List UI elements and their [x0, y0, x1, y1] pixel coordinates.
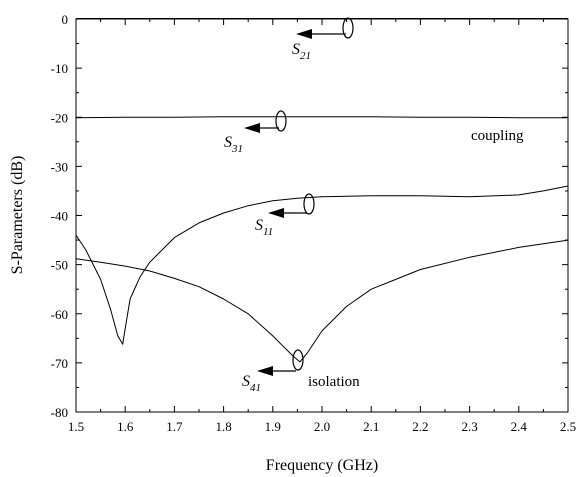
- x-tick-label: 2.5: [560, 419, 576, 434]
- s31-label: S31: [224, 134, 243, 155]
- y-tick-label: -80: [51, 405, 68, 420]
- s21-marker-ellipse: [342, 17, 354, 39]
- series-lines: [75, 18, 569, 363]
- x-tick-label: 1.7: [166, 419, 183, 434]
- s31-arrowhead: [244, 123, 260, 133]
- x-tick-label: 2.2: [412, 419, 428, 434]
- y-tick-label: -50: [51, 258, 68, 273]
- x-tick-label: 1.8: [215, 419, 231, 434]
- y-tick-label: 0: [62, 12, 69, 27]
- series-line-s11: [75, 185, 569, 345]
- plot-frame: [75, 18, 569, 413]
- y-tick-label: -40: [51, 209, 68, 224]
- s11-arrowhead: [268, 208, 284, 218]
- coupling-label: coupling: [471, 128, 524, 144]
- s41-label: S41: [242, 373, 261, 394]
- x-tick-label: 2.4: [511, 419, 528, 434]
- annotation-arrowheads: [244, 29, 312, 376]
- s41-marker-ellipse: [292, 349, 304, 371]
- y-axis-title: S-Parameters (dB): [9, 156, 26, 275]
- series-line-s31: [75, 116, 568, 119]
- axis-ticks: 1.5 1.6 1.7 1.8 1.9 2.0 2.1 2.2 2.3 2.4 2.5 0 -10 -20…: [51, 12, 576, 434]
- x-tick-label: 2.0: [314, 419, 330, 434]
- y-tick-label: -70: [51, 356, 68, 371]
- annotation-markers: [258, 17, 354, 372]
- s21-label: S21: [292, 41, 311, 62]
- series-line-s41: [75, 239, 569, 363]
- x-tick-label: 1.6: [117, 419, 134, 434]
- s31-marker-ellipse: [275, 110, 287, 132]
- y-tick-label: -30: [51, 159, 68, 174]
- y-tick-label: -60: [51, 307, 68, 322]
- s41-arrowhead: [257, 366, 273, 376]
- x-tick-label: 1.5: [68, 419, 84, 434]
- isolation-label: isolation: [308, 374, 360, 390]
- x-tick-label: 2.3: [461, 419, 477, 434]
- y-tick-label: -20: [51, 110, 68, 125]
- x-tick-label: 1.9: [265, 419, 281, 434]
- s11-label: S11: [255, 217, 273, 238]
- s11-marker-ellipse: [303, 193, 315, 215]
- s21-arrowhead: [296, 29, 312, 39]
- x-tick-label: 2.1: [363, 419, 379, 434]
- x-axis-title: Frequency (GHz): [266, 457, 378, 474]
- y-tick-label: -10: [51, 61, 68, 76]
